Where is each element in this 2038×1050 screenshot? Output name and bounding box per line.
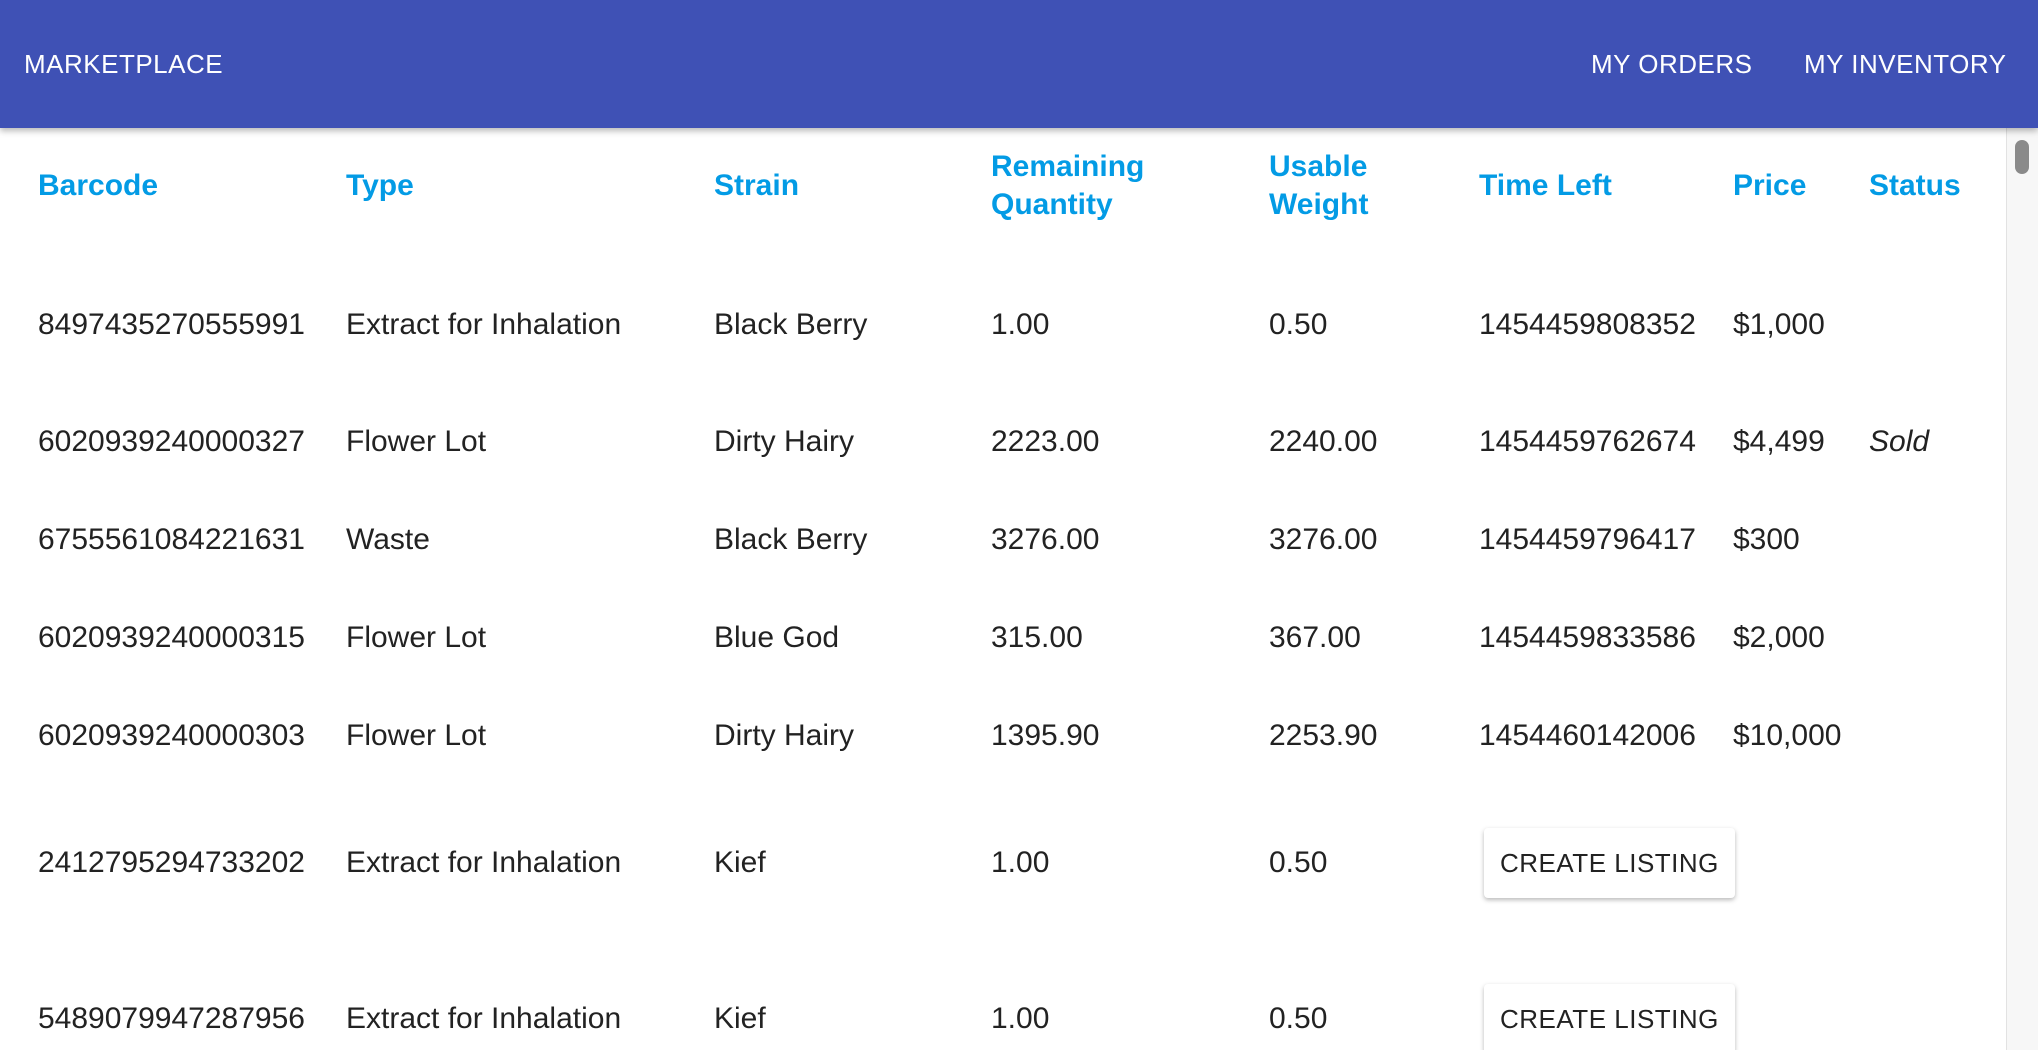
usable-weight-cell: 0.50: [1269, 846, 1328, 879]
strain-cell: Black Berry: [714, 308, 868, 341]
my-orders-nav-button[interactable]: MY ORDERS: [1591, 49, 1753, 79]
remaining-quantity-cell: 315.00: [991, 621, 1083, 654]
column-header-usable-weight[interactable]: Usable Weight: [1259, 128, 1469, 233]
type-cell: Extract for Inhalation: [346, 308, 622, 341]
table-row: 5489079947287956 Extract for Inhalation …: [28, 941, 1988, 1050]
price-cell: $4,499: [1733, 425, 1825, 458]
column-header-type[interactable]: Type: [346, 168, 414, 202]
table-row: 6020939240000327 Flower Lot Dirty Hairy …: [28, 393, 1988, 491]
column-header-status[interactable]: Status: [1869, 168, 1961, 202]
price-cell: $1,000: [1733, 308, 1825, 341]
app-bar: MARKETPLACE MY ORDERS MY INVENTORY: [0, 0, 2038, 128]
strain-cell: Black Berry: [714, 523, 868, 556]
vertical-scrollbar[interactable]: [2006, 128, 2038, 1050]
type-cell: Flower Lot: [346, 621, 487, 654]
inventory-table: Barcode Type Strain Remaining Quantity Us…: [28, 128, 1988, 1050]
type-cell: Flower Lot: [346, 719, 487, 752]
strain-cell: Dirty Hairy: [714, 425, 854, 458]
usable-weight-cell: 2240.00: [1269, 425, 1378, 458]
table-row: 6755561084221631 Waste Black Berry 3276.…: [28, 491, 1988, 589]
time-left-cell: 1454459808352: [1479, 308, 1696, 341]
time-left-cell: 1454459762674: [1479, 425, 1696, 458]
table-row: 6020939240000315 Flower Lot Blue God 315…: [28, 589, 1988, 687]
time-left-cell: 1454460142006: [1479, 719, 1696, 752]
usable-weight-cell: 3276.00: [1269, 523, 1378, 556]
usable-weight-cell: 2253.90: [1269, 719, 1378, 752]
header-line: Usable: [1269, 149, 1368, 183]
column-header-price[interactable]: Price: [1733, 168, 1807, 202]
column-header-barcode[interactable]: Barcode: [38, 168, 159, 202]
barcode-cell: 8497435270555991: [38, 308, 305, 341]
barcode-cell: 6020939240000327: [38, 425, 305, 458]
table-row: 6020939240000303 Flower Lot Dirty Hairy …: [28, 687, 1988, 785]
price-cell: $10,000: [1733, 719, 1842, 752]
strain-cell: Kief: [714, 846, 766, 879]
action-cell: CREATE LISTING: [1469, 941, 1988, 1050]
type-cell: Extract for Inhalation: [346, 846, 622, 879]
barcode-cell: 6020939240000303: [38, 719, 305, 752]
remaining-quantity-cell: 3276.00: [991, 523, 1100, 556]
header-line: Weight: [1269, 187, 1369, 221]
create-listing-button[interactable]: CREATE LISTING: [1484, 828, 1735, 898]
barcode-cell: 2412795294733202: [38, 846, 305, 879]
column-header-remaining-quantity[interactable]: Remaining Quantity: [981, 128, 1259, 233]
barcode-cell: 6755561084221631: [38, 523, 305, 556]
usable-weight-cell: 0.50: [1269, 308, 1328, 341]
status-cell: [1859, 491, 1988, 589]
remaining-quantity-cell: 1.00: [991, 846, 1050, 879]
time-left-cell: 1454459833586: [1479, 621, 1696, 654]
strain-cell: Kief: [714, 1002, 766, 1035]
header-line: Remaining: [991, 149, 1145, 183]
my-inventory-nav-button[interactable]: MY INVENTORY: [1804, 49, 2007, 79]
barcode-cell: 5489079947287956: [38, 1002, 305, 1035]
action-cell: CREATE LISTING: [1469, 785, 1988, 941]
column-header-time-left[interactable]: Time Left: [1479, 168, 1612, 202]
marketplace-nav-button[interactable]: MARKETPLACE: [24, 49, 224, 79]
remaining-quantity-cell: 2223.00: [991, 425, 1100, 458]
remaining-quantity-cell: 1395.90: [991, 719, 1100, 752]
create-listing-button[interactable]: CREATE LISTING: [1484, 984, 1735, 1050]
price-cell: $300: [1733, 523, 1800, 556]
usable-weight-cell: 367.00: [1269, 621, 1361, 654]
barcode-cell: 6020939240000315: [38, 621, 305, 654]
type-cell: Flower Lot: [346, 425, 487, 458]
status-cell: [1859, 589, 1988, 687]
status-cell: [1859, 687, 1988, 785]
time-left-cell: 1454459796417: [1479, 523, 1696, 556]
table-header: Barcode Type Strain Remaining Quantity Us…: [28, 128, 1988, 233]
column-header-strain[interactable]: Strain: [714, 168, 800, 202]
strain-cell: Blue God: [714, 621, 840, 654]
table-row: 8497435270555991 Extract for Inhalation …: [28, 233, 1988, 393]
inventory-panel: Barcode Type Strain Remaining Quantity Us…: [0, 128, 2006, 1050]
strain-cell: Dirty Hairy: [714, 719, 854, 752]
status-cell: Sold: [1869, 425, 1930, 458]
type-cell: Waste: [346, 523, 430, 556]
status-cell: [1859, 233, 1988, 393]
remaining-quantity-cell: 1.00: [991, 1002, 1050, 1035]
table-body: 8497435270555991 Extract for Inhalation …: [28, 233, 1988, 1050]
remaining-quantity-cell: 1.00: [991, 308, 1050, 341]
scrollbar-thumb[interactable]: [2015, 140, 2029, 174]
price-cell: $2,000: [1733, 621, 1825, 654]
usable-weight-cell: 0.50: [1269, 1002, 1328, 1035]
type-cell: Extract for Inhalation: [346, 1002, 622, 1035]
table-row: 2412795294733202 Extract for Inhalation …: [28, 785, 1988, 941]
header-line: Quantity: [991, 187, 1113, 221]
